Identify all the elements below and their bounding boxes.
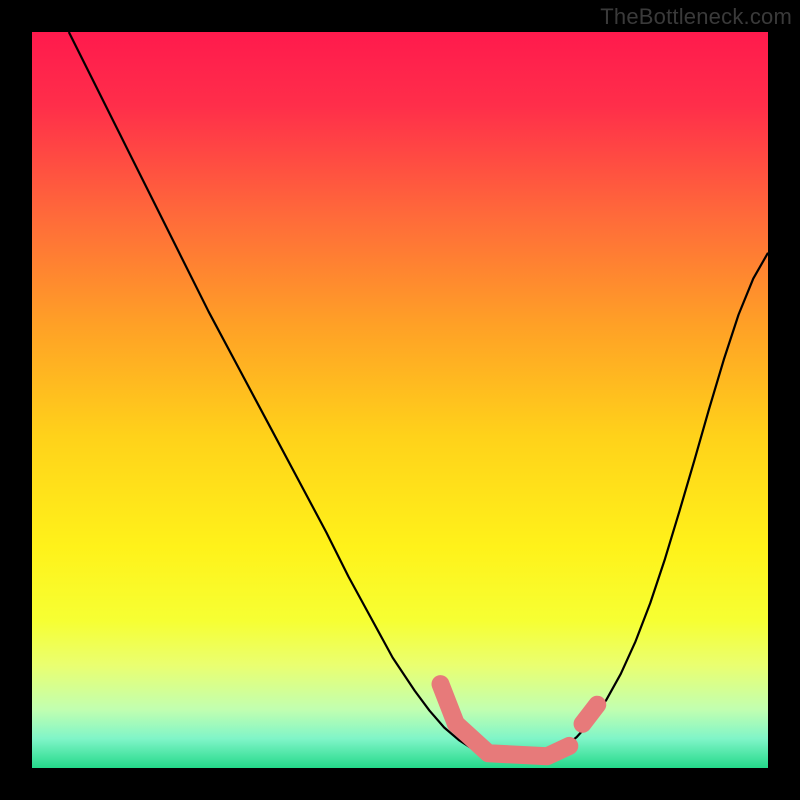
watermark-text: TheBottleneck.com: [600, 4, 792, 30]
page-root: TheBottleneck.com: [0, 0, 800, 800]
gradient-heatmap: [32, 32, 768, 768]
plot-svg: [32, 32, 768, 768]
plot-area: [32, 32, 768, 768]
highlight-segment: [583, 705, 598, 724]
